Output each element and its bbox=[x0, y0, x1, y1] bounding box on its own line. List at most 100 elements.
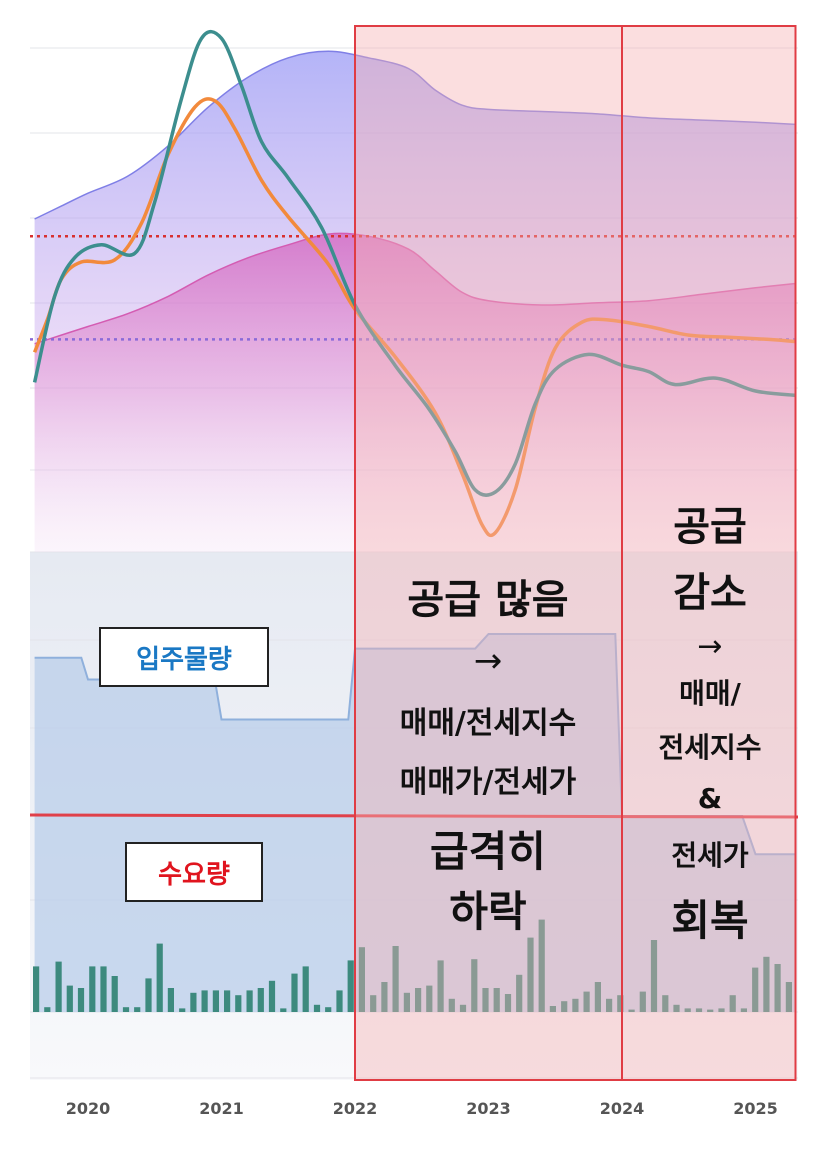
volume-bar bbox=[426, 985, 433, 1012]
volume-bar bbox=[201, 990, 208, 1012]
volume-bar bbox=[280, 1008, 287, 1012]
teal-index-line bbox=[32, 29, 796, 497]
volume-bar bbox=[549, 1006, 556, 1012]
supply-area bbox=[34, 634, 796, 1012]
volume-bar bbox=[729, 995, 736, 1012]
volume-bar bbox=[336, 990, 343, 1012]
volume-bar bbox=[639, 991, 646, 1012]
volume-bar bbox=[482, 988, 489, 1012]
region2-line3: & bbox=[698, 782, 722, 815]
volume-bar bbox=[66, 985, 73, 1012]
volume-bar bbox=[156, 943, 163, 1012]
volume-bar bbox=[527, 937, 534, 1012]
volume-bar bbox=[100, 966, 107, 1012]
volume-bar bbox=[459, 1004, 467, 1012]
volume-bar bbox=[145, 978, 152, 1012]
volume-bar bbox=[718, 1008, 725, 1012]
volume-bar bbox=[493, 988, 500, 1012]
volume-bar bbox=[538, 919, 545, 1012]
volume-bar bbox=[516, 974, 523, 1012]
volume-bar bbox=[707, 1009, 714, 1012]
volume-bar bbox=[291, 973, 298, 1012]
volume-bar bbox=[448, 998, 455, 1012]
volume-bar bbox=[628, 1009, 635, 1012]
highlight-region-2 bbox=[621, 25, 797, 1081]
volume-bar bbox=[268, 980, 276, 1012]
orange-index-line bbox=[32, 97, 796, 538]
volume-bar bbox=[583, 991, 590, 1012]
volume-bar bbox=[190, 992, 197, 1012]
volume-bar bbox=[122, 1007, 130, 1012]
supply-label: 입주물량 bbox=[136, 645, 232, 675]
volume-bar bbox=[77, 988, 85, 1012]
volume-bar bbox=[662, 995, 669, 1012]
region1-line1: 매매/전세지수 bbox=[400, 706, 577, 741]
purple-index-line bbox=[34, 50, 796, 220]
volume-bar bbox=[752, 967, 759, 1012]
volume-bar bbox=[504, 994, 512, 1012]
volume-bar bbox=[572, 998, 579, 1012]
volume-bar bbox=[257, 988, 264, 1012]
x-tick-label: 2024 bbox=[600, 1099, 645, 1118]
volume-bar bbox=[358, 947, 365, 1012]
region1-line3: 급격히 bbox=[430, 827, 546, 876]
volume-bar bbox=[313, 1004, 321, 1012]
volume-bar bbox=[246, 990, 253, 1012]
volume-bar bbox=[212, 990, 219, 1012]
volume-bar bbox=[347, 960, 354, 1012]
region1-title: 공급 많음 bbox=[407, 577, 568, 623]
volume-bar bbox=[302, 966, 309, 1012]
volume-bar bbox=[695, 1008, 703, 1012]
volume-bar bbox=[235, 995, 242, 1012]
volume-bar bbox=[740, 1008, 747, 1012]
volume-bar bbox=[594, 982, 601, 1012]
volume-bar bbox=[684, 1008, 691, 1012]
highlight-region-1 bbox=[354, 25, 623, 1081]
volume-bar bbox=[55, 961, 62, 1012]
supply-label-box bbox=[99, 627, 269, 687]
volume-bars bbox=[33, 919, 792, 1012]
volume-bar bbox=[392, 946, 399, 1012]
volume-bar bbox=[111, 976, 118, 1012]
volume-bar bbox=[89, 966, 96, 1012]
volume-bar bbox=[325, 1007, 332, 1012]
pink-index-line bbox=[34, 232, 796, 345]
volume-bar bbox=[44, 1007, 51, 1012]
region2-title2: 감소 bbox=[673, 570, 747, 616]
region1-line4: 하락 bbox=[449, 887, 526, 936]
volume-bar bbox=[471, 959, 478, 1012]
x-tick-label: 2022 bbox=[333, 1099, 378, 1118]
volume-bar bbox=[673, 1004, 680, 1012]
volume-bar bbox=[774, 964, 781, 1012]
volume-bar bbox=[437, 960, 444, 1012]
volume-bar bbox=[763, 956, 770, 1012]
volume-bar bbox=[403, 992, 410, 1012]
region2-line5: 회복 bbox=[671, 896, 748, 945]
region2-arrow: → bbox=[697, 629, 722, 664]
volume-bar bbox=[179, 1008, 186, 1012]
volume-bar bbox=[617, 995, 624, 1012]
region1-line2: 매매가/전세가 bbox=[400, 765, 577, 800]
volume-bar bbox=[650, 940, 658, 1012]
region2-line4: 전세가 bbox=[671, 839, 749, 872]
region2-line2: 전세지수 bbox=[658, 731, 761, 764]
volume-bar bbox=[167, 988, 174, 1012]
volume-bar bbox=[415, 988, 422, 1012]
volume-bar bbox=[606, 998, 613, 1012]
volume-bar bbox=[381, 982, 388, 1012]
x-tick-label: 2023 bbox=[466, 1099, 511, 1118]
volume-bar bbox=[224, 990, 231, 1012]
x-tick-label: 2020 bbox=[66, 1099, 111, 1118]
demand-label: 수요량 bbox=[158, 860, 230, 890]
demand-label-box bbox=[125, 842, 263, 902]
region2-line1: 매매/ bbox=[679, 677, 742, 710]
volume-bar bbox=[785, 982, 792, 1012]
volume-bar bbox=[561, 1001, 568, 1012]
volume-bar bbox=[134, 1007, 141, 1012]
volume-bar bbox=[370, 995, 377, 1012]
volume-bar bbox=[33, 966, 40, 1012]
demand-line bbox=[29, 813, 799, 819]
x-axis: 2020 2021 2022 2023 2024 2025 bbox=[66, 1099, 778, 1118]
x-tick-label: 2025 bbox=[733, 1099, 778, 1118]
